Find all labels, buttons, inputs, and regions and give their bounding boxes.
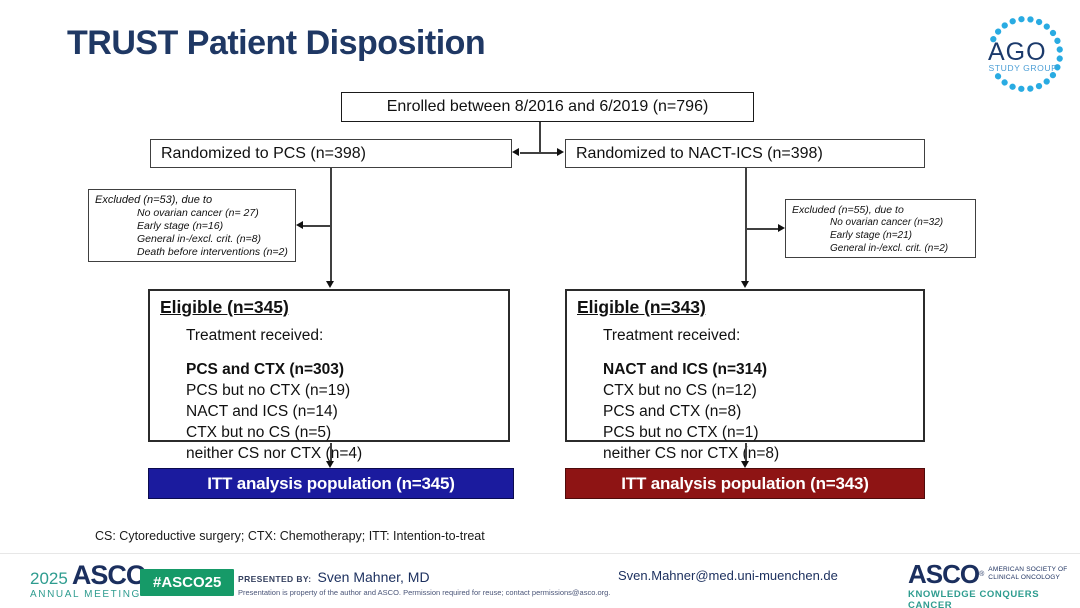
eligible-left-item: CTX but no CS (n=5)	[186, 424, 332, 441]
arrowhead-down-icon	[741, 461, 749, 468]
asco-tagline: KNOWLEDGE CONQUERS CANCER	[908, 589, 1040, 608]
connector-line	[303, 225, 331, 227]
ago-dotted-circle-icon	[990, 15, 1064, 93]
excluded-left-item: Death before interventions (n=2)	[137, 246, 288, 258]
excluded-right-item: General in-/excl. crit. (n=2)	[830, 242, 949, 254]
eligible-left-item: PCS but no CTX (n=19)	[186, 382, 351, 399]
presenter-name: Sven Mahner, MD	[317, 569, 430, 585]
randomized-pcs-box: Randomized to PCS (n=398)	[150, 139, 512, 168]
arrowhead-down-icon	[326, 281, 334, 288]
eligible-left-item: neither CS nor CTX (n=4)	[186, 445, 363, 462]
eligible-left-subtitle: Treatment received:	[186, 327, 324, 344]
enrolled-box: Enrolled between 8/2016 and 6/2019 (n=79…	[341, 92, 754, 122]
arrowhead-right-icon	[778, 224, 785, 232]
randomized-nact-text: Randomized to NACT-ICS (n=398)	[576, 144, 823, 162]
abbreviations-footnote: CS: Cytoreductive surgery; CTX: Chemothe…	[95, 529, 485, 543]
eligible-right-primary: NACT and ICS (n=314)	[603, 361, 768, 378]
meeting-org: ASCO	[71, 560, 147, 590]
asco-logo-text: ASCO	[908, 559, 980, 589]
connector-line	[746, 228, 778, 230]
randomized-pcs-text: Randomized to PCS (n=398)	[161, 144, 366, 162]
arrowhead-down-icon	[326, 461, 334, 468]
itt-population-left-text: ITT analysis population (n=345)	[207, 473, 455, 493]
asco-society-line1: AMERICAN SOCIETY OF	[988, 565, 1068, 573]
presenter-email: Sven.Mahner@med.uni-muenchen.de	[618, 568, 838, 583]
enrolled-text: Enrolled between 8/2016 and 6/2019 (n=79…	[386, 98, 709, 115]
excluded-right-item: No ovarian cancer (n=32)	[830, 217, 944, 228]
eligible-right-item: neither CS nor CTX (n=8)	[603, 445, 780, 462]
eligible-right-box: Eligible (n=343) Treatment received: NAC…	[565, 289, 925, 462]
excluded-left-item: General in-/excl. crit. (n=8)	[137, 233, 262, 245]
asco-society-line2: CLINICAL ONCOLOGY	[988, 574, 1061, 581]
connector-line	[330, 443, 332, 461]
asco-society-name: AMERICAN SOCIETY OF CLINICAL ONCOLOGY	[988, 566, 1067, 582]
eligible-left-title: Eligible (n=345)	[160, 297, 289, 317]
asco-society-logo: ASCO ® AMERICAN SOCIETY OF CLINICAL ONCO…	[908, 561, 1080, 608]
presented-by: PRESENTED BY: Sven Mahner, MD	[238, 569, 430, 585]
excluded-right-title: Excluded (n=55), due to	[792, 204, 904, 216]
connector-line	[330, 168, 332, 281]
hashtag-badge: #ASCO25	[140, 569, 235, 596]
arrowhead-down-icon	[741, 281, 749, 288]
itt-population-right-box: ITT analysis population (n=343)	[565, 468, 925, 499]
connector-line	[539, 122, 541, 153]
ago-logo-subtitle: STUDY GROUP	[989, 63, 1058, 73]
page-title: TRUST Patient Disposition	[67, 24, 486, 62]
eligible-right-subtitle: Treatment received:	[603, 327, 741, 344]
excluded-left-title: Excluded (n=53), due to	[95, 194, 213, 206]
eligible-right-item: PCS and CTX (n=8)	[603, 403, 742, 420]
meeting-name: ANNUAL MEETING	[30, 589, 141, 600]
itt-population-left-box: ITT analysis population (n=345)	[148, 468, 514, 499]
excluded-left-item: No ovarian cancer (n= 27)	[137, 207, 259, 219]
footer-divider	[0, 553, 1080, 554]
eligible-right-item: PCS but no CTX (n=1)	[603, 424, 759, 441]
ago-study-group-logo: AGO STUDY GROUP	[988, 15, 1064, 93]
arrowhead-left-icon	[296, 221, 303, 229]
itt-population-right-text: ITT analysis population (n=343)	[621, 473, 869, 493]
registered-mark-icon: ®	[979, 570, 985, 578]
copyright-disclaimer: Presentation is property of the author a…	[238, 588, 611, 597]
eligible-right-title: Eligible (n=343)	[577, 297, 706, 317]
ago-logo-text: AGO	[988, 38, 1047, 66]
excluded-left-item: Early stage (n=16)	[137, 220, 224, 232]
connector-line	[745, 168, 747, 281]
excluded-right-item: Early stage (n=21)	[830, 229, 912, 241]
connector-line	[745, 443, 747, 461]
randomized-nact-box: Randomized to NACT-ICS (n=398)	[565, 139, 925, 168]
excluded-right-box: Excluded (n=55), due to No ovarian cance…	[785, 199, 976, 258]
meeting-year: 2025	[30, 569, 68, 588]
arrowhead-right-icon	[557, 148, 564, 156]
asco-annual-meeting-logo: 2025 ASCO ® ANNUAL MEETING	[30, 562, 152, 600]
eligible-left-box: Eligible (n=345) Treatment received: PCS…	[148, 289, 510, 462]
connector-line	[520, 152, 557, 154]
excluded-left-box: Excluded (n=53), due to No ovarian cance…	[88, 189, 296, 262]
eligible-left-primary: PCS and CTX (n=303)	[186, 361, 345, 378]
arrowhead-left-icon	[512, 148, 519, 156]
presented-by-label: PRESENTED BY:	[238, 574, 312, 584]
eligible-right-item: CTX but no CS (n=12)	[603, 382, 757, 399]
eligible-left-item: NACT and ICS (n=14)	[186, 403, 338, 420]
